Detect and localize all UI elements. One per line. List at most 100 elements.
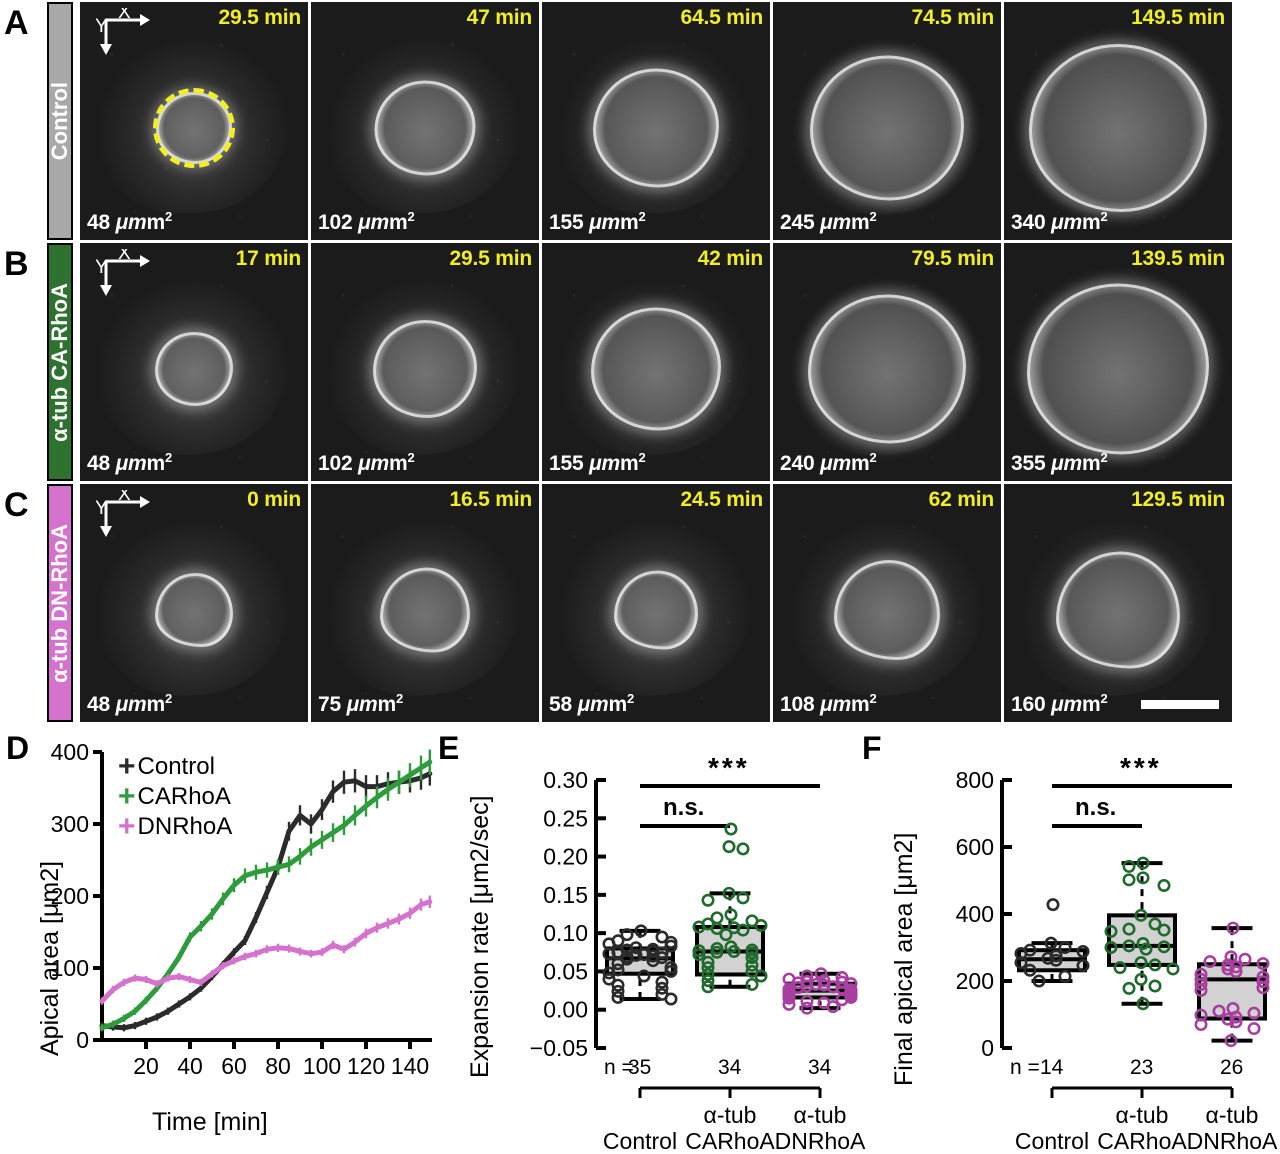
legend-label: DNRhoA [137, 813, 233, 840]
svg-text:0.00: 0.00 [543, 997, 588, 1023]
box-plot-group [602, 924, 678, 1006]
area-label: 75 μmm2 [318, 691, 404, 716]
area-label: 102 μmm2 [318, 450, 415, 475]
micrograph-frame[interactable]: X Y 29.5 min 48 μmm2 [80, 2, 308, 240]
svg-text:0.20: 0.20 [543, 844, 588, 870]
legend-plus-marker-icon: + [118, 810, 136, 843]
svg-text:40: 40 [177, 1053, 203, 1079]
box-plot-group [1104, 856, 1180, 1011]
box-plot-group [782, 967, 858, 1015]
svg-text:20: 20 [133, 1053, 159, 1079]
panel-letter-c: C [4, 486, 29, 524]
scale-bar [1141, 700, 1219, 709]
micrograph-frame[interactable]: 64.5 min 155 μmm2 [542, 2, 770, 240]
micrograph-frame[interactable]: 42 min 155 μmm2 [542, 243, 770, 481]
area-label: 155 μmm2 [549, 209, 646, 234]
condition-label: α-tub DN-RhoA [47, 523, 72, 683]
svg-text:400: 400 [956, 901, 994, 927]
n-value-label: 34 [808, 1056, 832, 1079]
panel-letter-d: D [6, 730, 30, 766]
svg-text:X: X [118, 249, 131, 264]
box-plot-group [1194, 921, 1270, 1048]
legend-item-control: + Control [118, 752, 215, 782]
svg-text:300: 300 [51, 811, 89, 837]
cell-apical-surface [591, 307, 721, 431]
legend-label: CARhoA [137, 783, 231, 810]
timestamp-label: 29.5 min [449, 247, 533, 270]
svg-text:0.15: 0.15 [543, 882, 588, 908]
area-label: 160 μmm2 [1011, 691, 1108, 716]
panel-letter-f: F [862, 730, 882, 766]
significance-label: n.s. [663, 794, 705, 821]
area-label: 240 μmm2 [780, 450, 877, 475]
panel-letter-a: A [4, 4, 29, 42]
micrograph-frame[interactable]: 79.5 min 240 μmm2 [773, 243, 1001, 481]
svg-text:Y: Y [96, 16, 108, 37]
svg-text:Y: Y [96, 498, 108, 519]
condition-sidebar-b: α-tub CA-RhoA [47, 243, 73, 481]
micrograph-frame[interactable]: 62 min 108 μmm2 [773, 484, 1001, 722]
n-prefix-label: n = [604, 1056, 634, 1079]
cell-apical-surface [1056, 551, 1180, 669]
svg-text:0.10: 0.10 [543, 920, 588, 946]
box-plot-group [692, 822, 768, 994]
svg-text:0: 0 [76, 1027, 89, 1053]
area-label: 340 μmm2 [1011, 209, 1108, 234]
micrograph-frame[interactable]: 149.5 min 340 μmm2 [1004, 2, 1232, 240]
micrograph-frame[interactable]: 29.5 min 102 μmm2 [311, 243, 539, 481]
cell-apical-surface [614, 570, 698, 650]
panel-letter-b: B [4, 245, 29, 283]
area-label: 48 μmm2 [87, 450, 173, 475]
timestamp-label: 129.5 min [1131, 488, 1225, 511]
category-label-line1: α-tub [1115, 1102, 1169, 1128]
svg-text:400: 400 [51, 740, 89, 765]
cell-apical-surface [373, 320, 477, 419]
category-label-line2: DNRhoA [1186, 1128, 1278, 1154]
cell-apical-surface [834, 560, 940, 661]
micrograph-frame[interactable]: 139.5 min 355 μmm2 [1004, 243, 1232, 481]
area-label: 48 μmm2 [87, 691, 173, 716]
micrograph-frame[interactable]: 47 min 102 μmm2 [311, 2, 539, 240]
cell-apical-surface [374, 80, 476, 176]
cell-apical-surface [1027, 283, 1209, 455]
micrograph-frame[interactable]: 129.5 min 160 μmm2 [1004, 484, 1232, 722]
svg-text:800: 800 [956, 767, 994, 793]
svg-text:140: 140 [391, 1053, 429, 1079]
svg-text:60: 60 [221, 1053, 247, 1079]
legend-label: Control [137, 753, 215, 780]
condition-sidebar-c: α-tub DN-RhoA [47, 484, 73, 722]
svg-text:100: 100 [303, 1053, 341, 1079]
legend-item-dnrhoa: + DNRhoA [118, 812, 232, 842]
category-label-line1: α-tub [793, 1102, 847, 1128]
svg-text:0.30: 0.30 [543, 767, 588, 793]
frame-strip: X Y 17 min 48 μmm2 29.5 min 102 μmm2 42 min 155… [80, 243, 1232, 481]
condition-label: Control [47, 81, 72, 161]
panel-letter-e: E [438, 730, 460, 766]
svg-text:100: 100 [51, 955, 89, 981]
category-label-line1: α-tub [703, 1102, 757, 1128]
timestamp-label: 79.5 min [911, 247, 995, 270]
micrograph-frame[interactable]: 24.5 min 58 μmm2 [542, 484, 770, 722]
svg-text:Y: Y [96, 257, 108, 278]
cell-apical-surface [1029, 44, 1207, 213]
micrograph-frame[interactable]: 74.5 min 245 μmm2 [773, 2, 1001, 240]
panel-d-xlabel: Time [min] [152, 1108, 268, 1137]
panel-e-chart: −0.05 0.00 0.05 0.10 0.15 0.20 0.25 0.30 [530, 767, 858, 1098]
cell-apical-surface [155, 332, 233, 407]
cell-apical-surface [810, 55, 964, 201]
timestamp-label: 16.5 min [449, 488, 533, 511]
n-value-label: 26 [1220, 1056, 1244, 1079]
n-prefix-label: n = [1010, 1056, 1040, 1079]
svg-text:120: 120 [347, 1053, 385, 1079]
legend-plus-marker-icon: + [118, 780, 136, 813]
roi-dashed-outline [153, 88, 235, 169]
cell-apical-surface [593, 68, 719, 188]
timestamp-label: 24.5 min [680, 488, 764, 511]
micrograph-frame[interactable]: 16.5 min 75 μmm2 [311, 484, 539, 722]
svg-text:200: 200 [956, 968, 994, 994]
svg-text:0.05: 0.05 [543, 958, 588, 984]
micrograph-frame[interactable]: X Y 17 min 48 μmm2 [80, 243, 308, 481]
